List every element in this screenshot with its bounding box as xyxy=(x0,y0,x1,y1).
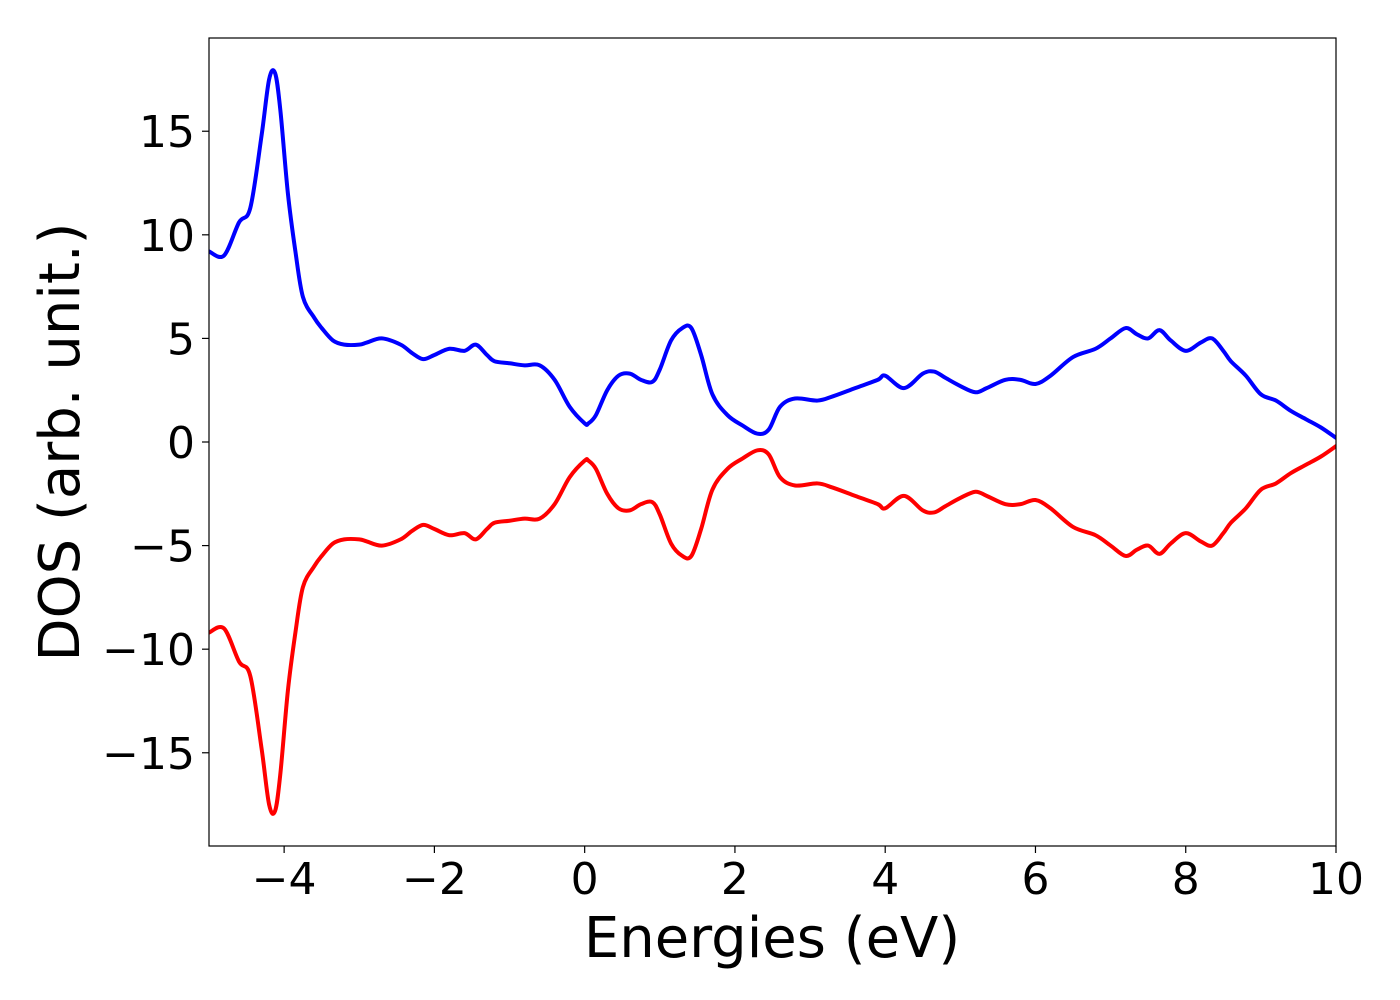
x-tick-label: 6 xyxy=(1021,854,1049,905)
series-line-down xyxy=(209,444,1336,816)
y-tick-label: 10 xyxy=(139,211,195,262)
series-layer xyxy=(209,68,1336,816)
x-tick-label: −4 xyxy=(252,854,317,905)
y-tick-label: −5 xyxy=(130,522,195,573)
plot-frame xyxy=(208,37,1337,847)
x-tick-label: 10 xyxy=(1308,854,1364,905)
x-tick-label: 4 xyxy=(871,854,899,905)
x-axis-title: Energies (eV) xyxy=(584,906,960,971)
x-axis: −4 −2 0 2 4 6 8 10 xyxy=(252,846,1364,905)
x-tick-label: 2 xyxy=(721,854,749,905)
y-axis-title: DOS (arb. unit.) xyxy=(28,222,93,661)
x-tick-label: 0 xyxy=(571,854,599,905)
y-tick-label: 0 xyxy=(167,418,195,469)
y-tick-label: −15 xyxy=(102,729,195,780)
x-tick-label: 8 xyxy=(1172,854,1200,905)
y-tick-label: −10 xyxy=(102,625,195,676)
y-tick-label: 5 xyxy=(167,314,195,365)
series-line-up xyxy=(209,68,1336,440)
x-tick-label: −2 xyxy=(402,854,467,905)
y-axis: 15 10 5 0 −5 −10 −15 xyxy=(102,107,209,780)
y-tick-label: 15 xyxy=(139,107,195,158)
